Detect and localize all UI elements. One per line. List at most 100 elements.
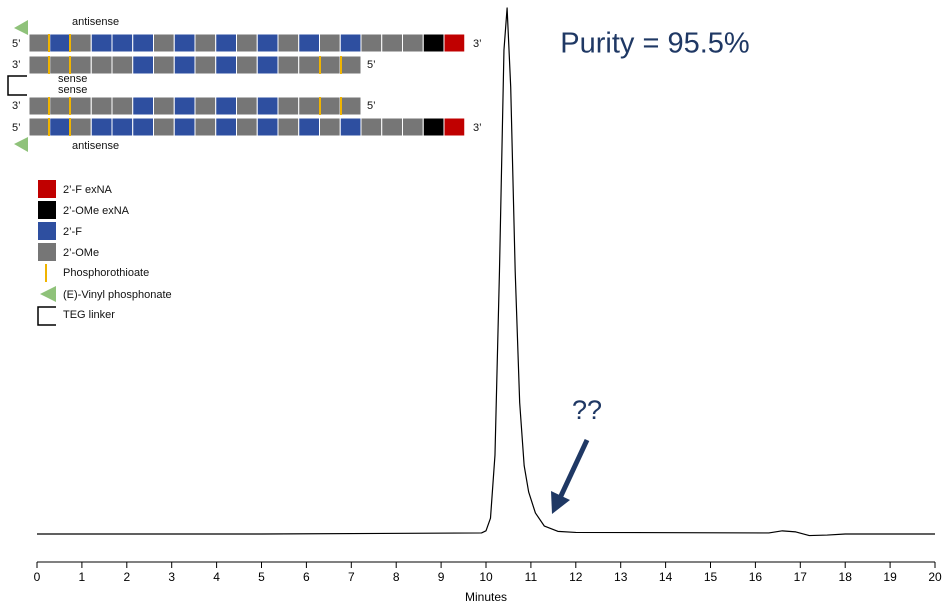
nucleotide — [237, 56, 258, 74]
nucleotide — [444, 118, 465, 136]
x-tick-label: 1 — [79, 570, 86, 584]
nucleotide — [340, 97, 361, 115]
nucleotide — [278, 97, 299, 115]
nucleotide — [382, 118, 403, 136]
legend-swatch — [38, 201, 56, 219]
strand-end: 3’ — [473, 122, 482, 134]
nucleotide — [237, 97, 258, 115]
trace — [37, 8, 935, 536]
nucleotide — [361, 34, 382, 52]
nucleotide — [133, 56, 154, 74]
nucleotide — [174, 118, 195, 136]
purity-annotation: Purity = 95.5% — [560, 28, 749, 60]
nucleotide — [382, 34, 403, 52]
nucleotide — [71, 118, 92, 136]
legend-label: 2’-F — [63, 226, 82, 238]
legend-swatch — [38, 222, 56, 240]
nucleotide — [154, 34, 175, 52]
legend-label: (E)-Vinyl phosphonate — [63, 289, 172, 301]
nucleotide — [423, 118, 444, 136]
x-tick-label: 10 — [479, 570, 493, 584]
nucleotide — [278, 34, 299, 52]
teg-linker — [8, 76, 27, 95]
nucleotide — [91, 56, 112, 74]
x-tick-label: 4 — [213, 570, 220, 584]
nucleotide — [340, 34, 361, 52]
nucleotide — [195, 34, 216, 52]
legend-label: Phosphorothioate — [63, 267, 149, 279]
nucleotide — [154, 97, 175, 115]
nucleotide — [257, 97, 278, 115]
nucleotide — [112, 97, 133, 115]
legend-swatch — [38, 243, 56, 261]
x-tick-label: 11 — [525, 570, 538, 584]
nucleotide — [29, 97, 50, 115]
nucleotide — [174, 56, 195, 74]
nucleotide — [112, 118, 133, 136]
nucleotide — [29, 118, 50, 136]
x-tick-label: 12 — [569, 570, 583, 584]
x-tick-label: 8 — [393, 570, 400, 584]
nucleotide — [71, 56, 92, 74]
nucleotide — [320, 118, 341, 136]
chart: antisense 5’ 3’ 3’ 5’ sense sense 3’ 5’ … — [0, 0, 945, 606]
x-tick-label: 0 — [34, 570, 41, 584]
nucleotide — [154, 118, 175, 136]
nucleotide — [361, 118, 382, 136]
strand-end: 5’ — [12, 38, 21, 50]
nucleotide — [278, 118, 299, 136]
vinyl-phosphonate — [14, 20, 28, 35]
legend-label: TEG linker — [63, 309, 115, 321]
nucleotide — [299, 97, 320, 115]
strand-end: 5’ — [367, 100, 376, 112]
legend-label: 2’-OMe — [63, 247, 99, 259]
arrow — [560, 440, 587, 498]
nucleotide — [299, 118, 320, 136]
x-tick-label: 16 — [749, 570, 763, 584]
oligo-diagram: antisense 5’ 3’ 3’ 5’ sense sense 3’ 5’ … — [8, 16, 482, 325]
nucleotide — [29, 56, 50, 74]
nucleotide — [195, 56, 216, 74]
legend-swatch — [38, 307, 56, 325]
nucleotide — [195, 97, 216, 115]
strand-label: antisense — [72, 140, 119, 152]
nucleotide — [50, 118, 71, 136]
question-annotation: ?? — [572, 395, 602, 425]
nucleotide — [423, 34, 444, 52]
nucleotide — [174, 97, 195, 115]
nucleotide — [403, 34, 424, 52]
strand-label: sense — [58, 84, 87, 96]
nucleotide — [216, 56, 237, 74]
nucleotide — [340, 56, 361, 74]
nucleotide — [444, 34, 465, 52]
x-tick-label: 14 — [659, 570, 673, 584]
nucleotide — [216, 118, 237, 136]
nucleotide — [174, 34, 195, 52]
nucleotide — [216, 97, 237, 115]
x-tick-label: 17 — [794, 570, 808, 584]
vinyl-phosphonate — [14, 137, 28, 152]
nucleotide — [71, 34, 92, 52]
nucleotide — [403, 118, 424, 136]
nucleotide — [320, 34, 341, 52]
nucleotide — [91, 34, 112, 52]
nucleotide — [299, 34, 320, 52]
x-tick-label: 2 — [123, 570, 130, 584]
x-tick-label: 19 — [883, 570, 897, 584]
x-tick-label: 7 — [348, 570, 355, 584]
nucleotide — [257, 118, 278, 136]
strand-end: 5’ — [12, 122, 21, 134]
nucleotide — [112, 56, 133, 74]
nucleotide — [257, 56, 278, 74]
x-tick-label: 3 — [168, 570, 175, 584]
nucleotide — [29, 34, 50, 52]
nucleotide — [50, 97, 71, 115]
legend-label: 2’-OMe exNA — [63, 205, 130, 217]
nucleotide — [133, 97, 154, 115]
strand-end: 3’ — [12, 59, 21, 71]
x-tick-label: 13 — [614, 570, 628, 584]
x-tick-label: 18 — [839, 570, 853, 584]
nucleotide — [278, 56, 299, 74]
nucleotide — [133, 118, 154, 136]
nucleotide — [237, 34, 258, 52]
